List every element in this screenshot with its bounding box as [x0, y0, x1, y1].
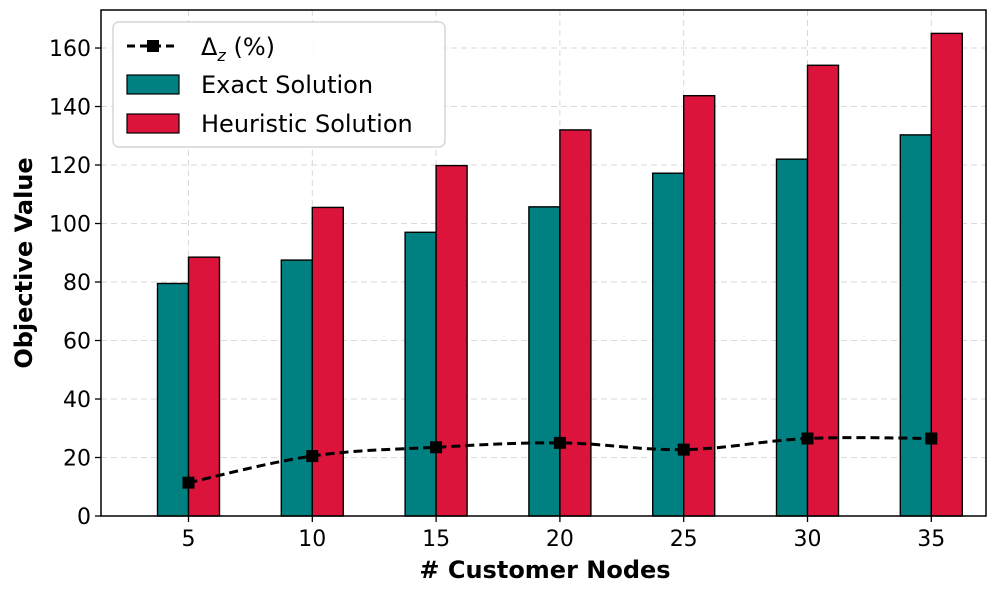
- plot-frame: [100, 9, 987, 517]
- x-tick-label: 20: [546, 527, 574, 552]
- bar-exact-solution-30: [775, 158, 809, 517]
- y-axis-title: Objective Value: [10, 157, 38, 368]
- bar-exact-solution-10: [280, 259, 313, 517]
- delta-marker-15: [430, 441, 443, 454]
- bar-heuristic-solution-15: [435, 164, 468, 517]
- legend-box: [112, 21, 446, 148]
- y-tick-label: 40: [63, 388, 91, 413]
- legend-delta-marker: [147, 40, 159, 52]
- delta-line-group: [182, 432, 938, 489]
- legend-delta-symbol: Δ: [201, 33, 218, 61]
- bar-exact-solution-15: [404, 231, 437, 517]
- bar-exact-solution-20: [528, 206, 561, 517]
- legend-exact-swatch: [126, 74, 180, 95]
- y-tick-label: 100: [49, 213, 91, 238]
- legend-heuristic-swatch: [126, 113, 180, 134]
- x-axis-ticks: 5 10 15 20 25 30 35: [182, 516, 945, 552]
- delta-marker-20: [553, 436, 566, 449]
- x-tick-label: 15: [422, 527, 450, 552]
- x-tick-label: 35: [917, 527, 945, 552]
- bar-exact-solution-35: [899, 134, 932, 517]
- delta-marker-5: [182, 476, 195, 489]
- y-tick-label: 140: [49, 96, 91, 121]
- delta-marker-25: [677, 443, 690, 456]
- bar-heuristic-solution-5: [187, 256, 221, 517]
- x-tick-label: 5: [182, 527, 196, 552]
- legend-delta-subscript: z: [216, 46, 226, 65]
- y-tick-label: 80: [63, 271, 91, 296]
- x-axis-title: # Customer Nodes: [419, 556, 670, 584]
- delta-marker-10: [306, 450, 319, 463]
- legend-delta-suffix: (%): [226, 33, 275, 61]
- x-tick-label: 10: [298, 527, 326, 552]
- bar-heuristic-solution-10: [311, 206, 344, 517]
- delta-marker-35: [925, 432, 938, 445]
- bar-exact-solution-25: [652, 172, 685, 517]
- legend: Δz (%) Exact Solution Heuristic Solution: [112, 21, 446, 148]
- y-tick-label: 120: [49, 154, 91, 179]
- legend-exact-label: Exact Solution: [201, 71, 373, 99]
- y-tick-label: 160: [49, 37, 91, 62]
- legend-heuristic-label: Heuristic Solution: [201, 110, 413, 138]
- x-tick-label: 30: [794, 527, 822, 552]
- delta-marker-30: [801, 432, 814, 445]
- bar-heuristic-solution-20: [559, 129, 592, 517]
- x-tick-label: 25: [670, 527, 698, 552]
- y-tick-label: 0: [77, 505, 91, 530]
- bar-heuristic-solution-30: [806, 64, 840, 517]
- legend-delta-label: Δz (%): [201, 33, 275, 65]
- y-axis-ticks: 0 20 40 60 80 100 120 140 160: [49, 37, 101, 530]
- y-tick-label: 20: [63, 447, 91, 472]
- y-tick-label: 60: [63, 330, 91, 355]
